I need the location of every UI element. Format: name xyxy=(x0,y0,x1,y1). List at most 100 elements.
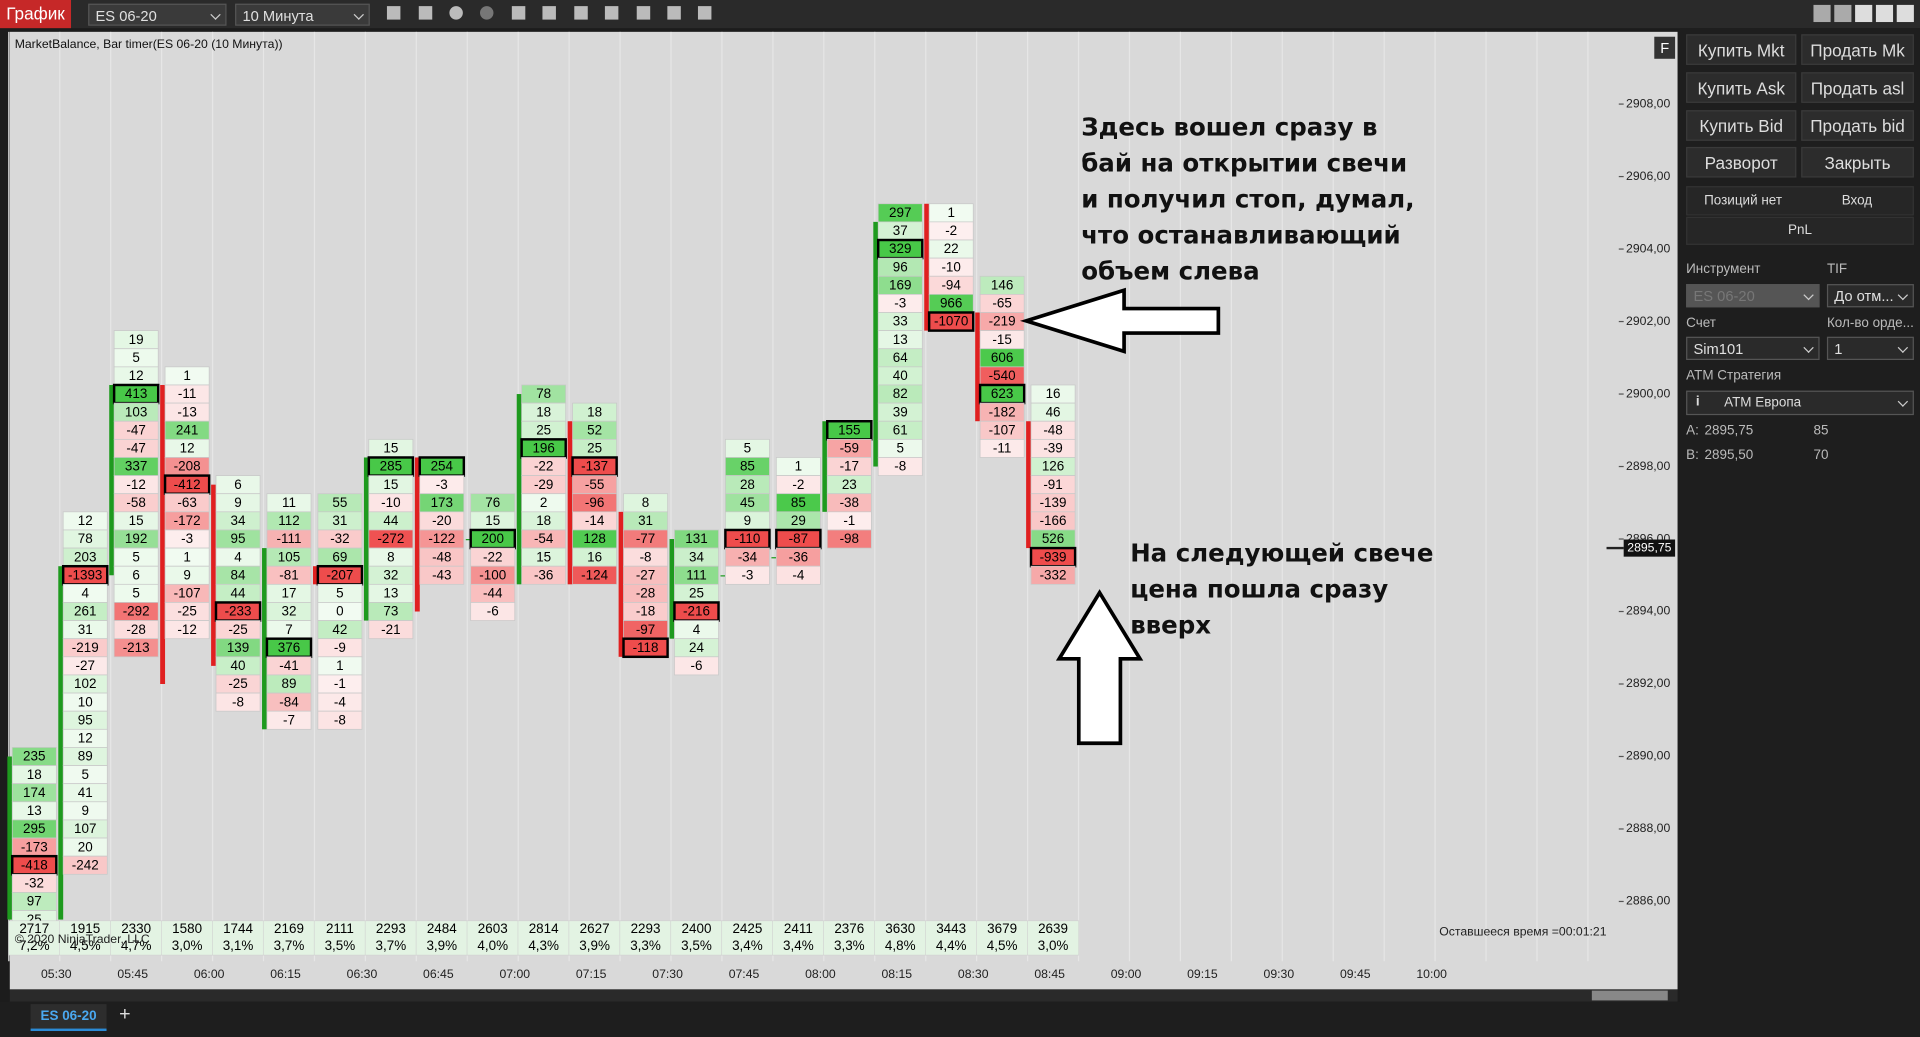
footprint-value: 18 xyxy=(536,513,551,528)
atm-info-icon[interactable]: i xyxy=(1695,394,1700,409)
window-button[interactable] xyxy=(1834,4,1852,23)
x-tick-label: 10:00 xyxy=(1416,967,1447,981)
copyright: © 2020 NinjaTrader, LLC xyxy=(15,932,150,946)
footprint-value: 46 xyxy=(1046,404,1061,419)
scrollbar[interactable] xyxy=(9,989,1678,1002)
window-button[interactable] xyxy=(1813,4,1831,23)
interval-select[interactable]: 10 Минута xyxy=(235,3,370,26)
f-button-label[interactable]: F xyxy=(1660,41,1669,57)
reverse[interactable]: Разворот xyxy=(1686,146,1797,178)
footprint-value: -25 xyxy=(228,676,247,691)
footprint-cell xyxy=(979,438,1025,458)
footprint-value: 76 xyxy=(485,495,500,510)
footprint-value: -11 xyxy=(993,441,1011,456)
toolbar-icon[interactable] xyxy=(418,6,433,20)
toolbar-icon[interactable] xyxy=(574,6,588,20)
instrument-select[interactable]: ES 06-20 xyxy=(88,3,227,26)
x-tick-label: 09:00 xyxy=(1111,967,1142,981)
footprint-value: -124 xyxy=(581,567,608,582)
footprint-value: -21 xyxy=(381,622,400,637)
footprint-value: -39 xyxy=(1043,441,1062,456)
footprint-value: -55 xyxy=(585,477,604,492)
bar-percent: 4,5% xyxy=(987,938,1018,953)
add-tab[interactable]: + xyxy=(119,1004,131,1025)
footprint-value: -412 xyxy=(174,477,201,492)
buy-market[interactable]: Купить Mkt xyxy=(1686,34,1797,65)
account-select[interactable]: Sim101 xyxy=(1686,336,1820,361)
footprint-value: 22 xyxy=(944,241,959,256)
ask-size: 85 xyxy=(1813,423,1829,439)
footprint-value: 13 xyxy=(383,586,398,601)
candle-body xyxy=(312,566,318,585)
annotation-line: что останавливающий xyxy=(1081,221,1400,250)
candle-body xyxy=(363,457,369,621)
bar-percent: 3,5% xyxy=(325,938,356,953)
footprint-cell xyxy=(521,565,567,585)
footprint-cell xyxy=(266,710,312,730)
footprint-value: 1 xyxy=(795,459,802,474)
footprint-value: -242 xyxy=(72,857,99,872)
bar-percent: 3,9% xyxy=(579,938,610,953)
toolbar-icon[interactable] xyxy=(480,6,494,20)
footprint-value: -8 xyxy=(894,459,906,474)
footprint-value: 17 xyxy=(281,586,296,601)
footprint-value: 128 xyxy=(583,531,605,546)
qty-input[interactable]: 1 xyxy=(1826,336,1914,361)
footprint-value: 89 xyxy=(281,676,296,691)
toolbar-icon[interactable] xyxy=(697,6,712,20)
footprint-value: -47 xyxy=(126,441,145,456)
atm-select[interactable] xyxy=(1686,390,1914,416)
footprint-value: 526 xyxy=(1042,531,1064,546)
bar-percent: 3,4% xyxy=(732,938,763,953)
scrollbar-thumb[interactable] xyxy=(1591,990,1668,1001)
toolbar-icon[interactable] xyxy=(511,6,526,20)
volume-cell xyxy=(313,920,366,956)
footprint-value: 32 xyxy=(383,567,398,582)
candle-body xyxy=(516,394,522,585)
footprint-value: -292 xyxy=(123,604,150,619)
footprint-value: -418 xyxy=(21,857,48,872)
candle-body xyxy=(975,312,981,422)
footprint-value: 61 xyxy=(893,422,908,437)
bar-volume: 2293 xyxy=(376,921,406,936)
window-button[interactable] xyxy=(1896,4,1914,23)
footprint-value: -166 xyxy=(1040,513,1067,528)
footprint-value: -48 xyxy=(432,549,451,564)
bar-percent: 3,1% xyxy=(223,938,254,953)
footprint-value: -77 xyxy=(636,531,655,546)
chart-menu-button[interactable]: График xyxy=(0,0,72,29)
footprint-value: 15 xyxy=(485,513,500,528)
indicator-label: MarketBalance, Bar timer(ES 06-20 (10 Ми… xyxy=(15,37,283,51)
sell-market[interactable]: Продать Mk xyxy=(1801,34,1914,65)
f-button[interactable] xyxy=(1654,36,1676,59)
toolbar-icon[interactable] xyxy=(604,6,619,20)
window-button[interactable] xyxy=(1855,4,1873,23)
footprint-value: 13 xyxy=(893,332,908,347)
candle-body xyxy=(822,421,828,512)
toolbar-icon[interactable] xyxy=(667,6,681,20)
footprint-value: 241 xyxy=(176,422,198,437)
candle-body xyxy=(58,566,64,920)
sell-bid[interactable]: Продать bid xyxy=(1801,110,1914,141)
chart-tab[interactable]: ES 06-20 xyxy=(30,1004,107,1032)
toolbar-icon[interactable] xyxy=(636,6,651,20)
toolbar-icon[interactable] xyxy=(449,6,463,20)
footprint-cell xyxy=(826,529,872,549)
buy-ask[interactable]: Купить Ask xyxy=(1686,72,1797,103)
sell-ask[interactable]: Продать asl xyxy=(1801,72,1914,103)
toolbar-icon[interactable] xyxy=(386,6,401,20)
buy-bid[interactable]: Купить Bid xyxy=(1686,110,1797,141)
footprint-value: 112 xyxy=(278,513,299,528)
close[interactable]: Закрыть xyxy=(1801,146,1914,178)
bar-percent: 3,7% xyxy=(274,938,305,953)
bar-percent: 4,3% xyxy=(528,938,559,953)
window-button[interactable] xyxy=(1875,4,1894,23)
footprint-value: 32 xyxy=(281,604,296,619)
tif-select[interactable]: До отм... xyxy=(1826,284,1914,308)
atm-strategy[interactable]: ATM Европа xyxy=(1724,395,1802,411)
toolbar-icon[interactable] xyxy=(542,6,556,20)
bar-percent: 4,8% xyxy=(885,938,916,953)
footprint-cell xyxy=(215,692,261,712)
bar-percent: 3,3% xyxy=(834,938,865,953)
footprint-value: -3 xyxy=(181,531,193,546)
